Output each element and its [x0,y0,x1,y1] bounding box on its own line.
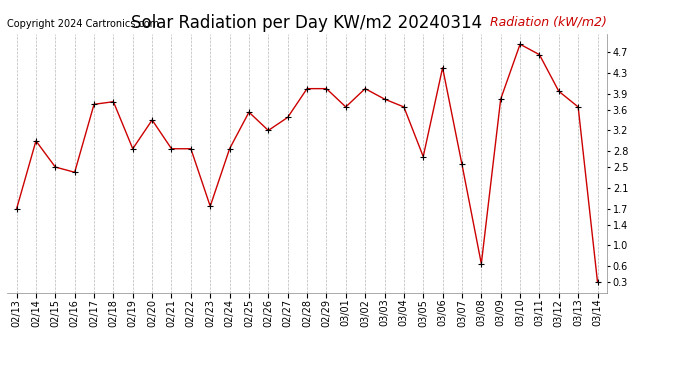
Text: Copyright 2024 Cartronics.com: Copyright 2024 Cartronics.com [7,19,159,28]
Text: Radiation (kW/m2): Radiation (kW/m2) [491,16,607,28]
Title: Solar Radiation per Day KW/m2 20240314: Solar Radiation per Day KW/m2 20240314 [132,14,482,32]
